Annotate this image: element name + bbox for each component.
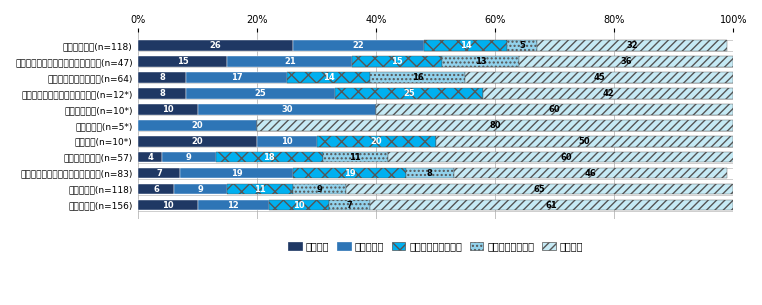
Text: 16: 16 bbox=[412, 73, 424, 82]
Text: 19: 19 bbox=[344, 169, 355, 178]
Bar bbox=[138, 200, 197, 210]
Bar bbox=[347, 184, 733, 194]
Bar bbox=[424, 41, 507, 51]
Text: 21: 21 bbox=[284, 57, 296, 66]
Text: 15: 15 bbox=[177, 57, 189, 66]
Text: 4: 4 bbox=[147, 153, 153, 162]
Bar bbox=[376, 104, 733, 115]
Bar bbox=[287, 72, 370, 83]
Bar bbox=[258, 136, 317, 146]
Bar bbox=[138, 72, 186, 83]
Text: 5: 5 bbox=[519, 41, 525, 50]
Bar bbox=[317, 136, 436, 146]
Text: 32: 32 bbox=[626, 41, 638, 50]
Bar bbox=[186, 88, 335, 99]
Text: 30: 30 bbox=[281, 105, 293, 114]
Text: 20: 20 bbox=[192, 137, 203, 146]
Text: 36: 36 bbox=[620, 57, 632, 66]
Bar bbox=[162, 152, 216, 163]
Bar bbox=[293, 41, 424, 51]
Bar bbox=[138, 120, 258, 131]
Text: 7: 7 bbox=[347, 201, 352, 210]
Text: 14: 14 bbox=[459, 41, 472, 50]
Text: 46: 46 bbox=[584, 169, 597, 178]
Text: 25: 25 bbox=[403, 89, 415, 98]
Text: 13: 13 bbox=[475, 57, 486, 66]
Text: 50: 50 bbox=[578, 137, 591, 146]
Text: 6: 6 bbox=[153, 185, 159, 194]
Text: 9: 9 bbox=[198, 185, 203, 194]
Bar bbox=[138, 41, 293, 51]
Text: 8: 8 bbox=[159, 73, 165, 82]
Bar bbox=[216, 152, 322, 163]
Bar bbox=[436, 136, 733, 146]
Text: 15: 15 bbox=[391, 57, 403, 66]
Bar bbox=[293, 184, 347, 194]
Bar bbox=[519, 56, 733, 67]
Text: 22: 22 bbox=[353, 41, 364, 50]
Bar bbox=[180, 168, 293, 178]
Bar bbox=[466, 72, 733, 83]
Text: 11: 11 bbox=[255, 185, 266, 194]
Text: 60: 60 bbox=[549, 105, 561, 114]
Bar bbox=[186, 72, 287, 83]
Bar bbox=[537, 41, 727, 51]
Bar bbox=[335, 88, 483, 99]
Text: 10: 10 bbox=[281, 137, 293, 146]
Text: 18: 18 bbox=[264, 153, 275, 162]
Bar bbox=[322, 152, 388, 163]
Bar bbox=[138, 88, 186, 99]
Bar bbox=[227, 184, 293, 194]
Text: 9: 9 bbox=[186, 153, 191, 162]
Bar bbox=[227, 56, 352, 67]
Bar bbox=[328, 200, 370, 210]
Bar bbox=[483, 88, 733, 99]
Text: 8: 8 bbox=[159, 89, 165, 98]
Bar bbox=[138, 184, 174, 194]
Bar bbox=[197, 104, 376, 115]
Text: 14: 14 bbox=[323, 73, 335, 82]
Text: 12: 12 bbox=[228, 201, 239, 210]
Text: 26: 26 bbox=[210, 41, 222, 50]
Text: 45: 45 bbox=[594, 73, 605, 82]
Text: 17: 17 bbox=[231, 73, 242, 82]
Bar bbox=[138, 56, 227, 67]
Bar bbox=[507, 41, 537, 51]
Bar bbox=[442, 56, 519, 67]
Bar bbox=[197, 200, 269, 210]
Text: 10: 10 bbox=[162, 105, 174, 114]
Bar bbox=[138, 168, 180, 178]
Bar bbox=[138, 152, 162, 163]
Text: 11: 11 bbox=[350, 153, 361, 162]
Bar bbox=[352, 56, 442, 67]
Bar bbox=[406, 168, 453, 178]
Bar bbox=[370, 200, 733, 210]
Text: 20: 20 bbox=[192, 121, 203, 130]
Text: 20: 20 bbox=[370, 137, 382, 146]
Bar bbox=[269, 200, 328, 210]
Bar bbox=[293, 168, 406, 178]
Text: 25: 25 bbox=[255, 89, 266, 98]
Text: 65: 65 bbox=[534, 185, 546, 194]
Text: 10: 10 bbox=[162, 201, 174, 210]
Text: 60: 60 bbox=[561, 153, 572, 162]
Text: 80: 80 bbox=[489, 121, 501, 130]
Text: 7: 7 bbox=[156, 169, 162, 178]
Text: 9: 9 bbox=[317, 185, 322, 194]
Text: 61: 61 bbox=[546, 201, 558, 210]
Text: 42: 42 bbox=[603, 89, 614, 98]
Bar bbox=[138, 104, 197, 115]
Text: 19: 19 bbox=[231, 169, 242, 178]
Bar bbox=[453, 168, 727, 178]
Bar bbox=[388, 152, 745, 163]
Text: 10: 10 bbox=[293, 201, 305, 210]
Bar bbox=[174, 184, 227, 194]
Text: 8: 8 bbox=[427, 169, 433, 178]
Legend: 多かった, 少しあった, どちらともいえない, ほとんどなかった, なかった: 多かった, 少しあった, どちらともいえない, ほとんどなかった, なかった bbox=[284, 237, 587, 255]
Bar bbox=[258, 120, 733, 131]
Bar bbox=[138, 136, 258, 146]
Bar bbox=[370, 72, 466, 83]
